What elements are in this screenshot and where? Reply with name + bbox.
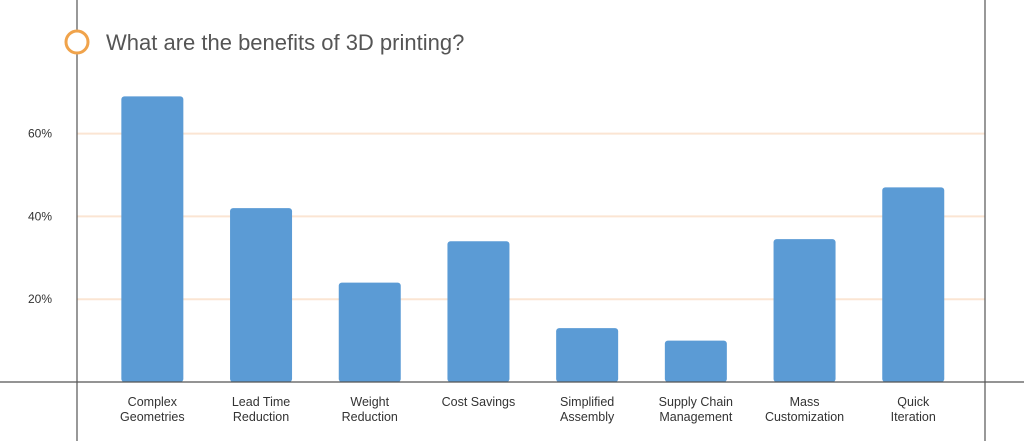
x-category-label-line: Quick bbox=[897, 395, 930, 409]
bar[interactable] bbox=[556, 328, 619, 382]
x-category-label-line: Assembly bbox=[560, 410, 615, 424]
bar[interactable] bbox=[882, 187, 945, 382]
chart-title-text: What are the benefits of 3D printing? bbox=[106, 30, 464, 55]
x-category-label: Simplified Assembly bbox=[560, 395, 615, 424]
x-category-label-line: Customization bbox=[765, 410, 844, 424]
y-tick-label: 40% bbox=[28, 209, 52, 223]
gridlines bbox=[77, 132, 985, 301]
x-category-label: Lead Time Reduction bbox=[232, 395, 290, 424]
title-marker-icon bbox=[64, 29, 90, 55]
chart-title: What are the benefits of 3D printing? bbox=[64, 29, 464, 55]
axes bbox=[76, 0, 986, 441]
x-category-label-line: Iteration bbox=[891, 410, 936, 424]
x-category-label-line: Geometries bbox=[120, 410, 185, 424]
y-tick-labels: 20% 40% 60% bbox=[28, 127, 52, 307]
x-category-label: Mass Customization bbox=[765, 395, 844, 424]
bars bbox=[121, 96, 945, 382]
x-category-label-line: Reduction bbox=[342, 410, 398, 424]
x-category-label-line: Weight bbox=[350, 395, 389, 409]
x-category-label: Cost Savings bbox=[442, 395, 516, 409]
bar[interactable] bbox=[773, 239, 836, 382]
x-category-label: Weight Reduction bbox=[342, 395, 398, 424]
bar[interactable] bbox=[664, 340, 727, 382]
bar[interactable] bbox=[230, 208, 293, 382]
x-category-label-line: Lead Time bbox=[232, 395, 290, 409]
bar[interactable] bbox=[338, 282, 401, 382]
x-category-label: Complex Geometries bbox=[120, 395, 185, 424]
y-tick-label: 60% bbox=[28, 127, 52, 141]
x-category-label-line: Cost Savings bbox=[442, 395, 516, 409]
x-category-label-line: Simplified bbox=[560, 395, 614, 409]
y-tick-label: 20% bbox=[28, 292, 52, 306]
x-category-label-line: Management bbox=[659, 410, 732, 424]
bar[interactable] bbox=[121, 96, 184, 382]
x-category-label: Quick Iteration bbox=[891, 395, 936, 424]
x-category-label-line: Mass bbox=[790, 395, 820, 409]
x-category-label: Supply Chain Management bbox=[659, 395, 733, 424]
x-category-label-line: Reduction bbox=[233, 410, 289, 424]
bar[interactable] bbox=[447, 241, 510, 382]
x-category-label-line: Complex bbox=[128, 395, 178, 409]
x-category-label-line: Supply Chain bbox=[659, 395, 733, 409]
